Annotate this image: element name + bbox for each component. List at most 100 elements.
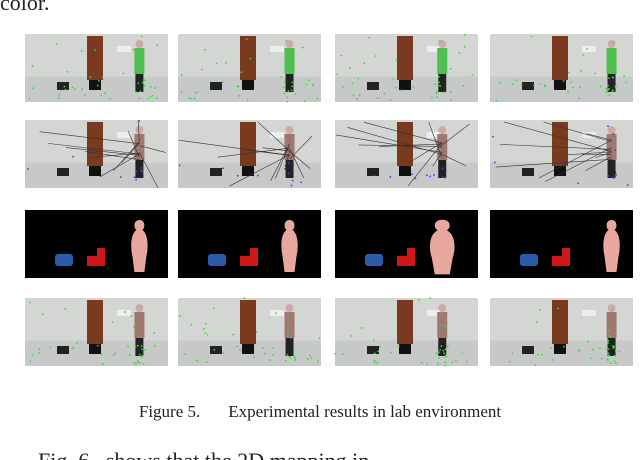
feature-point xyxy=(84,94,86,96)
feature-point xyxy=(222,352,225,355)
feature-point xyxy=(204,322,207,325)
feature-point xyxy=(294,357,297,360)
feature-point xyxy=(257,174,259,177)
feature-point xyxy=(135,91,137,94)
feature-point xyxy=(368,36,371,39)
feature-point xyxy=(139,306,142,308)
sign xyxy=(582,46,596,52)
feature-point xyxy=(284,81,287,84)
segment-person xyxy=(603,220,620,272)
sign xyxy=(117,310,131,316)
feature-point xyxy=(317,360,319,363)
feature-point xyxy=(134,345,137,348)
feature-point xyxy=(605,348,608,351)
feature-point xyxy=(350,335,353,337)
feature-point xyxy=(149,86,152,88)
sign xyxy=(427,46,441,52)
feature-point xyxy=(440,345,443,348)
feature-point xyxy=(578,97,580,100)
feature-point xyxy=(445,54,448,57)
segment-blue xyxy=(520,254,538,266)
feature-point xyxy=(437,84,440,87)
match-line xyxy=(585,156,612,171)
match-line xyxy=(442,154,467,167)
panel-image xyxy=(178,120,321,188)
feature-point xyxy=(586,47,589,50)
person-head xyxy=(607,304,616,312)
feature-point xyxy=(206,360,208,363)
feature-point xyxy=(72,346,75,349)
person-legs xyxy=(438,338,447,356)
feature-point xyxy=(31,64,34,67)
feature-point xyxy=(155,97,158,100)
person-head xyxy=(438,126,447,134)
feature-point xyxy=(236,85,239,88)
feature-point xyxy=(607,339,610,342)
match-line xyxy=(47,143,140,155)
feature-point xyxy=(31,87,34,90)
person-head xyxy=(135,126,144,134)
match-line xyxy=(595,152,612,158)
feature-point xyxy=(144,79,146,82)
feature-point xyxy=(623,75,626,78)
caption-label: Figure 5. xyxy=(138,402,201,421)
feature-point xyxy=(301,46,304,49)
match-line xyxy=(257,122,290,152)
panel-image xyxy=(490,210,633,278)
feature-point xyxy=(294,359,297,362)
feature-point xyxy=(360,327,363,329)
door xyxy=(240,36,256,80)
feature-point xyxy=(394,86,397,89)
person-legs xyxy=(285,338,294,356)
feature-point xyxy=(291,179,294,182)
feature-point xyxy=(203,48,206,51)
feature-point xyxy=(605,87,608,90)
segment-red xyxy=(552,248,570,266)
feature-point xyxy=(379,345,381,348)
feature-point xyxy=(94,49,96,52)
person-head xyxy=(285,304,294,312)
door xyxy=(552,36,568,80)
feature-point xyxy=(511,352,514,355)
panel-image xyxy=(25,34,168,102)
feature-point xyxy=(240,71,243,74)
feature-point xyxy=(153,87,156,89)
feature-point xyxy=(493,161,496,164)
box-left xyxy=(367,168,379,176)
feature-point xyxy=(49,346,52,349)
feature-point xyxy=(599,85,602,88)
feature-point xyxy=(96,84,99,87)
person xyxy=(284,134,295,160)
feature-point xyxy=(578,349,581,351)
door xyxy=(87,300,103,344)
feature-point xyxy=(140,35,143,38)
feature-point xyxy=(611,90,614,93)
feature-point xyxy=(75,342,78,344)
feature-point xyxy=(438,81,440,84)
feature-point xyxy=(138,97,141,100)
feature-point xyxy=(290,89,293,92)
feature-point xyxy=(287,162,290,165)
person-legs xyxy=(135,160,144,178)
match-line xyxy=(545,147,612,182)
panel-image xyxy=(335,33,478,102)
feature-point xyxy=(446,345,449,348)
box-left xyxy=(522,346,534,354)
feature-point xyxy=(96,344,99,347)
match-line xyxy=(543,121,612,142)
match-line xyxy=(139,145,166,153)
feature-point xyxy=(618,350,621,353)
door xyxy=(397,36,413,80)
person-legs xyxy=(607,160,616,178)
panel-image xyxy=(178,210,321,278)
feature-point xyxy=(420,361,423,364)
box-right xyxy=(242,344,254,354)
segment-red xyxy=(240,248,258,266)
feature-point xyxy=(334,352,337,355)
feature-point xyxy=(607,360,609,362)
feature-point xyxy=(471,74,474,76)
feature-point xyxy=(541,353,543,356)
feature-point xyxy=(133,361,136,364)
feature-point xyxy=(111,321,114,323)
feature-point xyxy=(305,83,308,86)
